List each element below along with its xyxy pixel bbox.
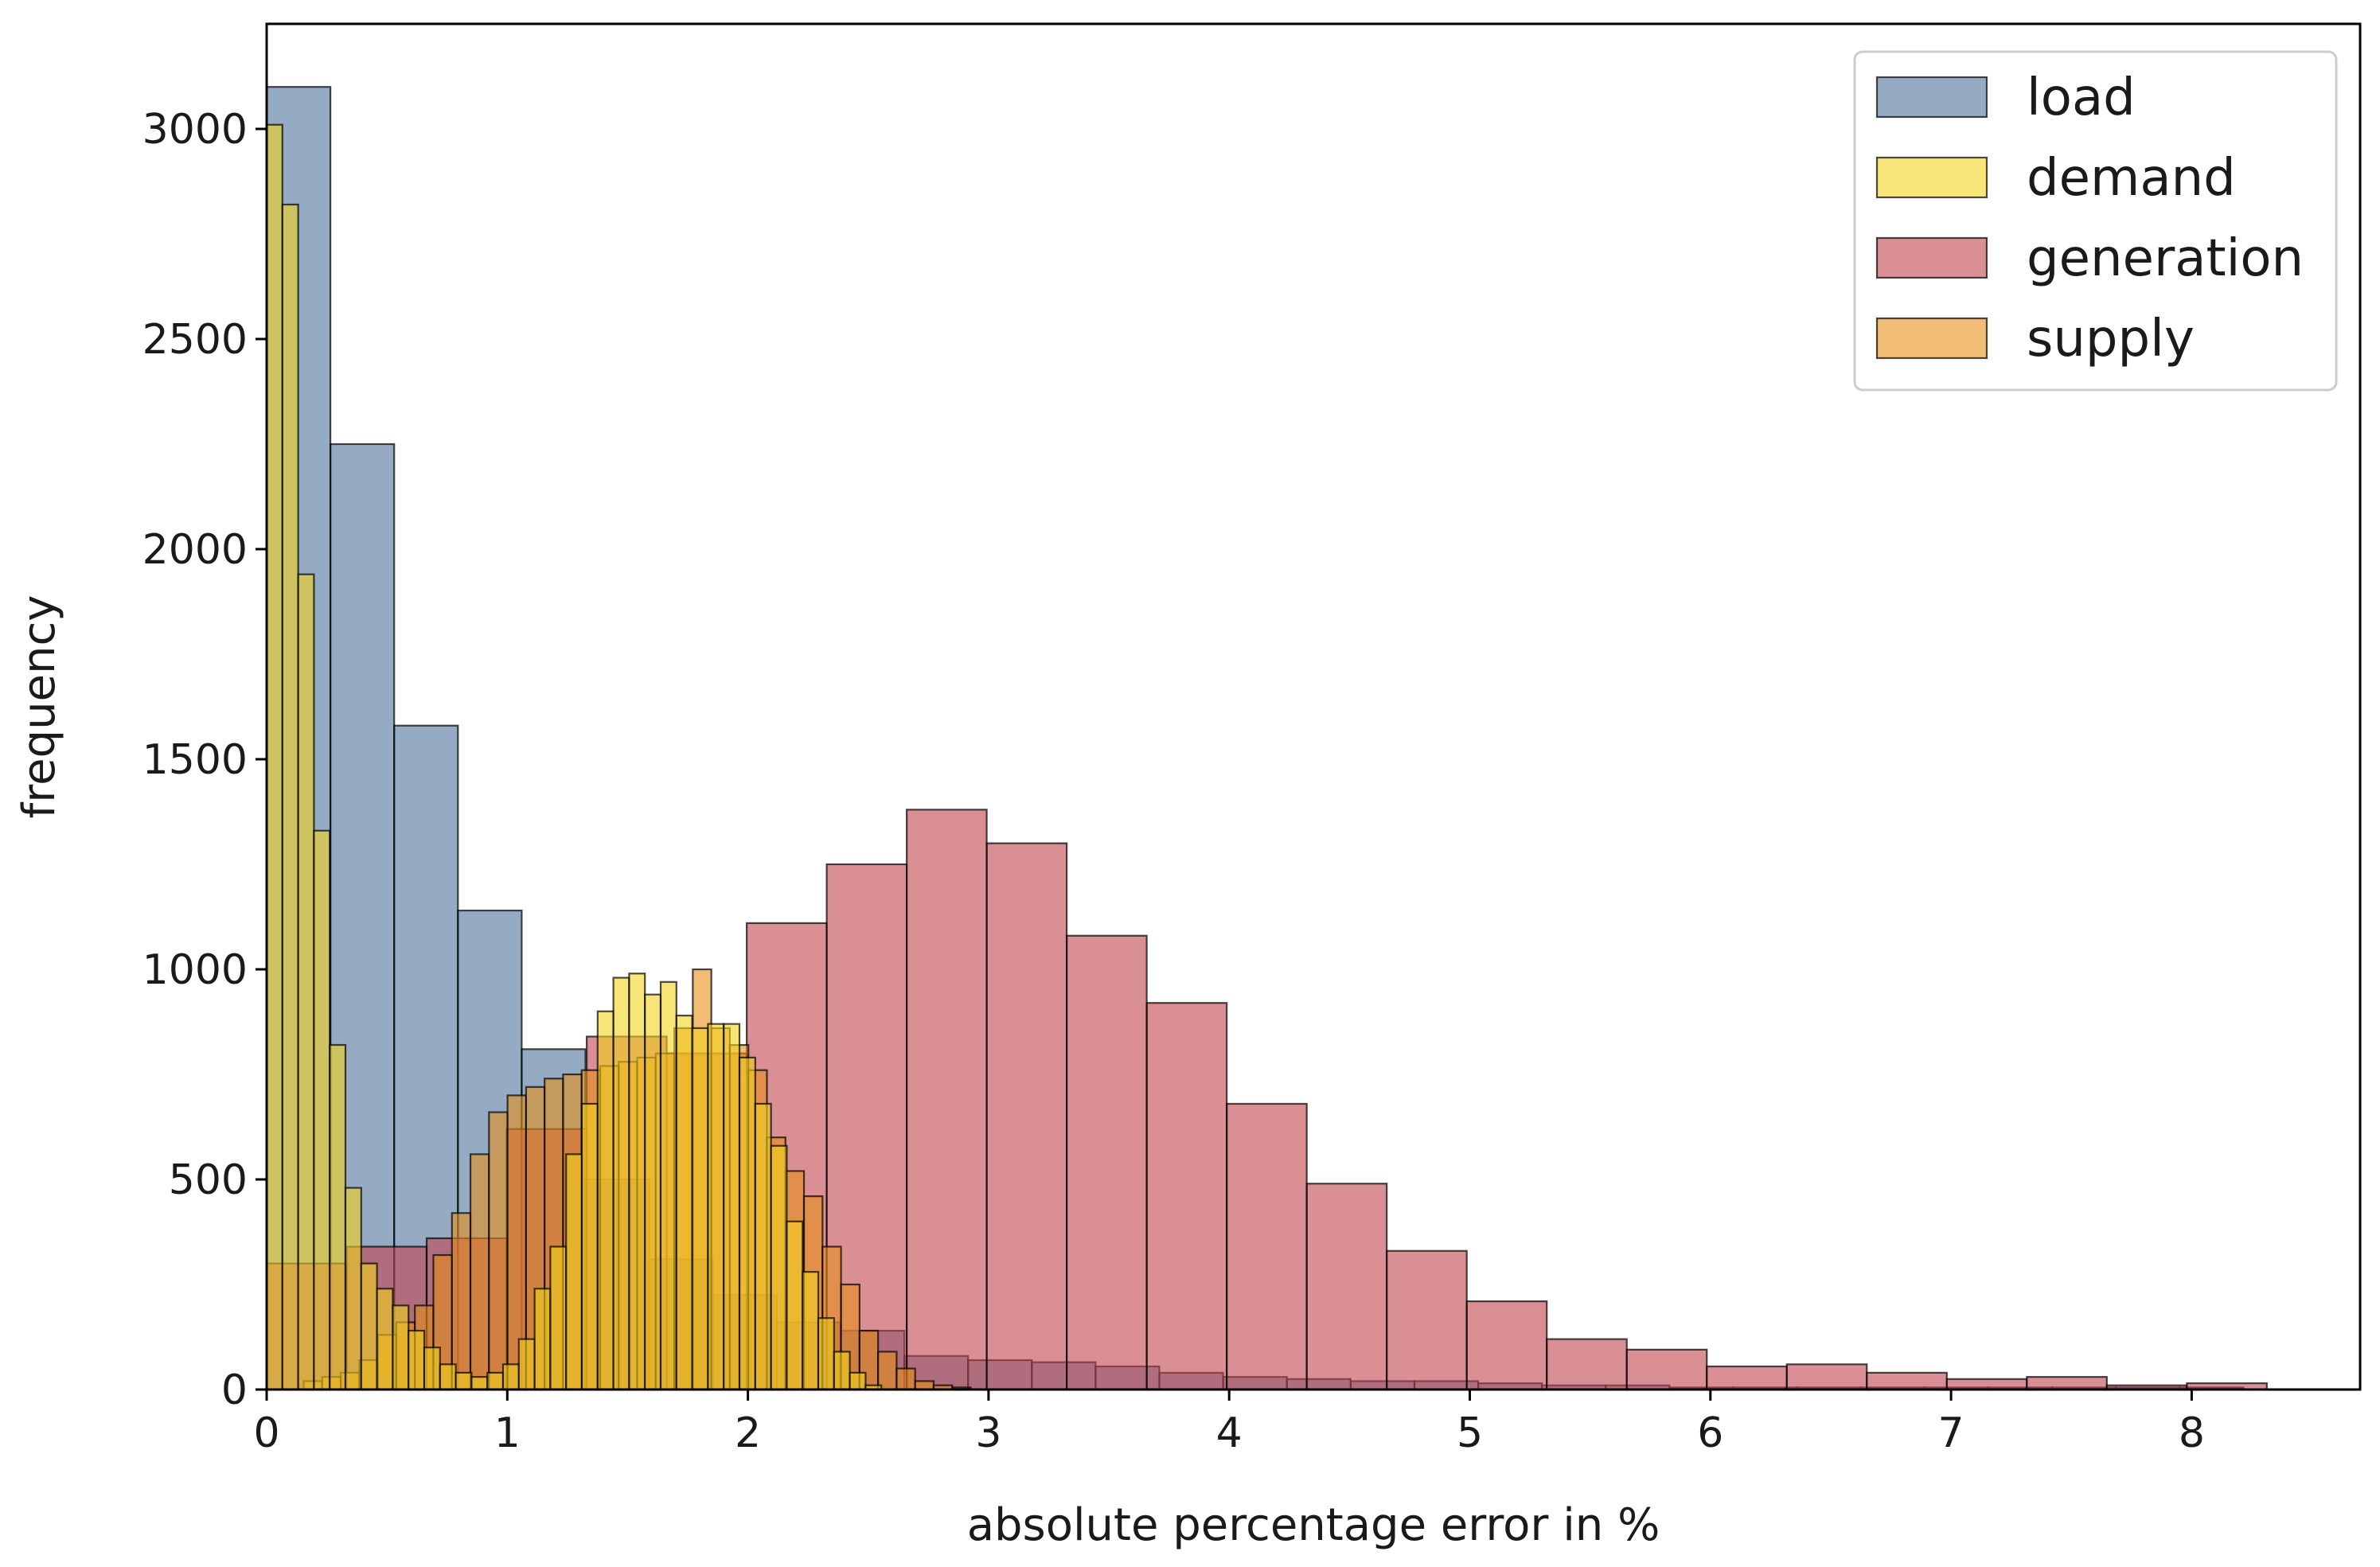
legend-box	[1853, 50, 2338, 392]
bar-generation-8	[906, 809, 988, 1391]
y-tick-label: 2000	[142, 526, 248, 574]
bar-demand-16	[517, 1338, 536, 1391]
bar-demand-2	[297, 573, 315, 1391]
bar-supply-33	[877, 1351, 898, 1391]
bar-supply-11	[469, 1153, 490, 1391]
x-tick-label: 0	[253, 1409, 279, 1457]
bar-generation-19	[1785, 1363, 1868, 1391]
bar-demand-32	[770, 1144, 788, 1391]
bar-demand-37	[849, 1371, 867, 1391]
bar-demand-23	[628, 973, 646, 1391]
bar-demand-25	[659, 980, 677, 1391]
plot-frame	[265, 22, 2362, 1391]
bar-demand-17	[533, 1288, 552, 1391]
legend: load demand generation supply	[1853, 50, 2338, 392]
bar-demand-30	[738, 1056, 756, 1391]
y-tick-label: 1500	[142, 736, 248, 784]
x-tick-label: 4	[1216, 1409, 1243, 1457]
legend-label-generation: generation	[2027, 229, 2304, 288]
bar-demand-22	[612, 976, 630, 1391]
y-tick-label: 3000	[142, 106, 248, 154]
y-tick-label: 500	[169, 1156, 248, 1204]
legend-swatch-generation	[1875, 236, 1988, 279]
legend-label-demand: demand	[2027, 149, 2236, 208]
bar-demand-29	[723, 1023, 741, 1391]
bar-generation-18	[1706, 1365, 1788, 1391]
x-tick-label: 2	[735, 1409, 761, 1457]
bar-demand-10	[423, 1347, 441, 1391]
bar-generation-11	[1145, 1002, 1228, 1391]
bar-demand-5	[344, 1187, 362, 1391]
y-axis-label: frequency	[14, 595, 65, 819]
bar-demand-31	[754, 1102, 772, 1391]
bar-generation-12	[1226, 1102, 1308, 1391]
legend-label-supply: supply	[2027, 310, 2195, 368]
bar-demand-1	[281, 203, 299, 1391]
y-tick-label: 2500	[142, 316, 248, 364]
bar-demand-28	[707, 1023, 725, 1391]
legend-swatch-load	[1875, 76, 1988, 119]
bar-supply-34	[895, 1367, 916, 1391]
y-tick-label: 1000	[142, 946, 248, 994]
bar-demand-0	[265, 123, 283, 1391]
legend-swatch-demand	[1875, 156, 1988, 199]
bar-demand-6	[360, 1262, 378, 1391]
bar-generation-9	[985, 842, 1068, 1391]
bar-demand-35	[817, 1317, 835, 1391]
bar-generation-22	[2026, 1376, 2108, 1391]
x-tick-label: 1	[494, 1409, 521, 1457]
x-tick-label: 7	[1938, 1409, 1964, 1457]
bar-demand-12	[455, 1371, 473, 1391]
ticks-layer: 0 1 2 3 4 5 6 7 8 0 500 1000 1500 2000 2500 3000	[142, 106, 2205, 1457]
legend-label-load: load	[2027, 68, 2136, 127]
bar-supply-10	[451, 1212, 472, 1391]
y-tick-label: 0	[221, 1366, 248, 1414]
x-axis-label: absolute percentage error in %	[967, 1499, 1660, 1551]
bar-demand-26	[675, 1014, 693, 1391]
bar-generation-15	[1465, 1300, 1548, 1391]
bars-layer	[265, 86, 2268, 1391]
bar-demand-33	[786, 1220, 804, 1391]
bar-demand-9	[408, 1329, 426, 1391]
legend-swatch-supply	[1875, 317, 1988, 360]
legend-entries: load demand generation supply	[1875, 68, 2304, 368]
bar-demand-18	[549, 1245, 568, 1391]
bar-demand-13	[470, 1376, 489, 1391]
bar-demand-7	[376, 1288, 394, 1391]
series-demand	[265, 123, 883, 1391]
bar-demand-24	[644, 993, 662, 1391]
bar-demand-34	[802, 1271, 820, 1391]
bar-demand-11	[439, 1363, 457, 1391]
bar-demand-20	[580, 1102, 599, 1391]
bar-demand-27	[691, 1027, 709, 1391]
bar-demand-8	[392, 1304, 410, 1391]
bar-generation-10	[1066, 934, 1148, 1391]
bar-demand-3	[313, 829, 331, 1391]
x-tick-label: 6	[1697, 1409, 1723, 1457]
bar-supply-12	[488, 1111, 509, 1391]
bar-demand-19	[565, 1153, 583, 1391]
x-tick-label: 5	[1457, 1409, 1483, 1457]
bar-generation-21	[1945, 1378, 2028, 1391]
bar-generation-14	[1386, 1249, 1468, 1391]
bar-generation-13	[1305, 1183, 1388, 1391]
x-tick-label: 3	[975, 1409, 1001, 1457]
bar-generation-20	[1866, 1371, 1948, 1391]
bar-demand-4	[329, 1043, 347, 1391]
bar-supply-35	[914, 1380, 935, 1391]
bar-generation-16	[1546, 1338, 1628, 1391]
x-tick-label: 8	[2179, 1409, 2205, 1457]
bar-demand-14	[486, 1371, 505, 1391]
bar-demand-36	[833, 1351, 851, 1391]
bar-demand-21	[596, 1010, 615, 1391]
bar-generation-17	[1625, 1348, 1708, 1391]
bar-demand-15	[501, 1363, 520, 1391]
